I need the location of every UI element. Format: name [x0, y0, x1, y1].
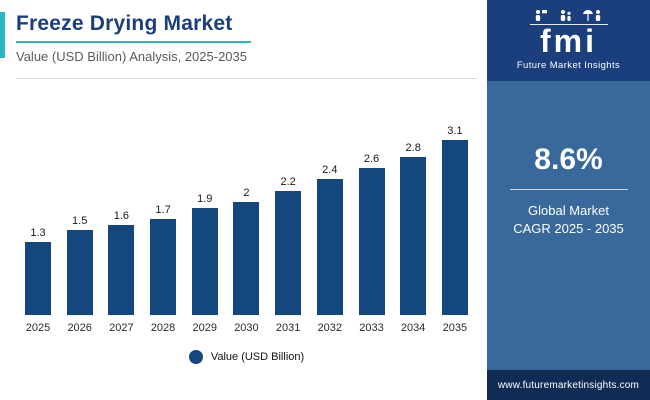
page-subtitle: Value (USD Billion) Analysis, 2025-2035: [16, 49, 247, 64]
bar: [316, 179, 343, 315]
fmi-logo-block: fmi Future Market Insights: [487, 0, 650, 81]
legend-label: Value (USD Billion): [210, 351, 305, 363]
chart-legend: Value (USD Billion): [16, 350, 477, 364]
website-url: www.futuremarketinsights.com: [497, 379, 640, 391]
bar-column: 2.8: [395, 89, 431, 315]
page-title: Freeze Drying Market: [16, 12, 233, 35]
x-axis-tick-label: 2026: [67, 322, 92, 334]
bar: [108, 224, 135, 315]
x-axis-labels: 2025 2026 2027 2028 2029 2030 2031 2032 2033 2034…: [16, 322, 477, 334]
x-axis-tick-label: 2034: [400, 322, 426, 334]
bar-value-label: 1.3: [30, 226, 46, 239]
legend-swatch-icon: [188, 350, 203, 364]
bar-column: 2.2: [270, 89, 306, 315]
title-underline: [16, 41, 251, 43]
bar: [358, 168, 385, 315]
bar-value-label: 1.6: [113, 209, 130, 222]
fmi-logo-people-icons: [535, 9, 600, 21]
bar: [191, 207, 218, 315]
x-axis-tick-label: 2025: [25, 322, 51, 334]
x-axis-tick-label: 2029: [192, 322, 217, 334]
x-axis-tick-label: 2032: [317, 322, 343, 334]
bar-column: 2: [228, 89, 264, 315]
bar-column: 1.7: [145, 89, 181, 315]
sidebar-footer: www.futuremarketinsights.com: [487, 370, 650, 400]
bar-chart-bars: 1.3 1.5 1.6 1.7 1.9 2 2.2 2.4 2.6 2.8 3.1: [16, 89, 477, 315]
x-axis-tick-label: 2035: [442, 322, 468, 334]
bar-value-label: 1.7: [155, 203, 171, 216]
cagr-label-line2: CAGR 2025 - 2035: [513, 221, 624, 237]
cagr-stat-block: 8.6% Global Market CAGR 2025 - 2035: [487, 81, 650, 370]
cagr-value: 8.6%: [534, 142, 603, 176]
bar-value-label: 1.5: [72, 215, 88, 228]
bar-value-label: 1.9: [197, 192, 213, 205]
x-axis-tick-label: 2028: [150, 322, 176, 334]
x-axis-tick-label: 2031: [275, 322, 301, 334]
bar-value-label: 2.2: [280, 175, 296, 188]
x-axis-tick-label: 2027: [109, 322, 134, 334]
bar-column: 2.4: [312, 89, 348, 315]
x-axis-tick-label: 2033: [359, 322, 384, 334]
stat-divider: [509, 188, 628, 190]
bar-value-label: 2: [243, 187, 250, 199]
bar: [441, 139, 468, 315]
bar-column: 1.6: [103, 89, 139, 315]
bar-value-label: 2.6: [363, 153, 380, 166]
plot-area: 1.3 1.5 1.6 1.7 1.9 2 2.2 2.4 2.6 2.8 3.1 2025 2026…: [16, 78, 477, 334]
bar-value-label: 2.4: [322, 164, 338, 177]
bar: [66, 230, 93, 315]
bar-column: 1.9: [187, 89, 223, 315]
bar: [275, 190, 302, 315]
bar: [25, 241, 51, 315]
bar: [400, 156, 427, 315]
bar-column: 3.1: [437, 89, 473, 315]
bar: [150, 218, 177, 315]
x-axis-tick-label: 2030: [234, 322, 259, 334]
chart-panel: Freeze Drying Market Value (USD Billion)…: [16, 12, 477, 392]
fmi-logo-text: fmi: [540, 23, 597, 59]
logo-rule: [529, 24, 608, 25]
brand-name: Future Market Insights: [516, 59, 621, 71]
brand-sidebar: fmi Future Market Insights 8.6% Global M…: [487, 0, 650, 400]
bar-column: 1.3: [20, 89, 56, 315]
bar-column: 2.6: [354, 89, 390, 315]
teal-edge-accent: [0, 12, 5, 58]
bar-value-label: 2.8: [405, 141, 421, 154]
cagr-label: Global Market CAGR 2025 - 2035: [513, 202, 624, 240]
cagr-label-line1: Global Market: [528, 202, 609, 218]
bar: [233, 202, 260, 315]
bar-value-label: 3.1: [447, 124, 463, 137]
bar-chart: 1.3 1.5 1.6 1.7 1.9 2 2.2 2.4 2.6 2.8 3.1 2025 2026…: [16, 78, 477, 392]
bar-column: 1.5: [62, 89, 98, 315]
